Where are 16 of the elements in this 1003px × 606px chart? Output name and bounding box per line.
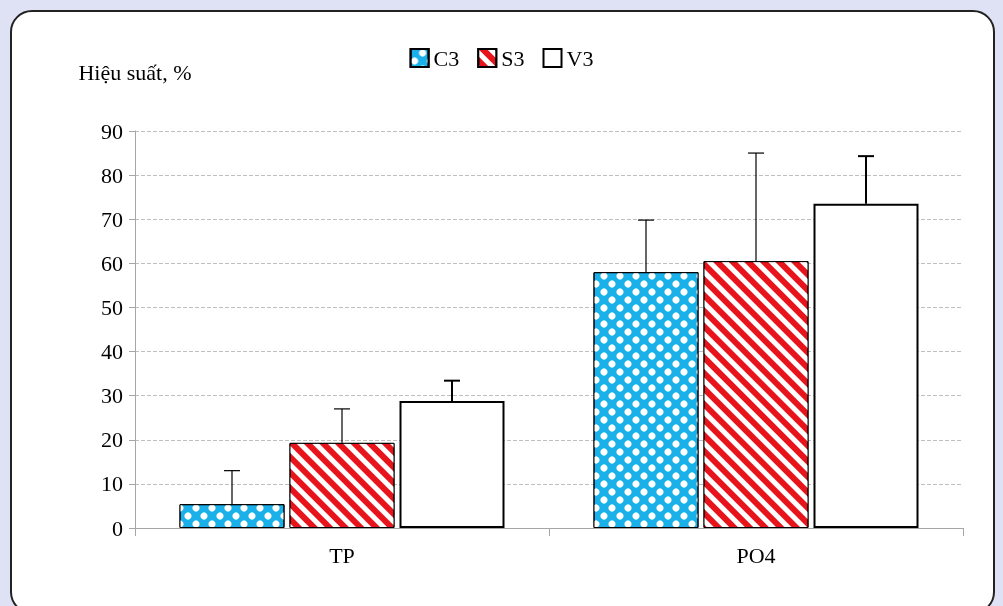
- y-tick-label: 30: [101, 383, 123, 409]
- y-tick-label: 70: [101, 206, 123, 232]
- x-tick-label: PO4: [736, 542, 776, 568]
- y-tick-label: 0: [112, 515, 123, 541]
- y-tick-label: 40: [101, 339, 123, 365]
- x-tick-label: TP: [329, 542, 355, 568]
- y-tick-label: 50: [101, 294, 123, 320]
- y-axis-title: Hiệu suất, %: [78, 59, 192, 85]
- legend-label: S3: [501, 45, 525, 71]
- legend-label: V3: [566, 45, 594, 71]
- y-tick-label: 80: [101, 162, 123, 188]
- y-tick-label: 60: [101, 250, 123, 276]
- legend-label: C3: [433, 45, 460, 71]
- y-tick-label: 10: [101, 471, 123, 497]
- y-tick-label: 90: [101, 118, 123, 144]
- y-tick-label: 20: [101, 427, 123, 453]
